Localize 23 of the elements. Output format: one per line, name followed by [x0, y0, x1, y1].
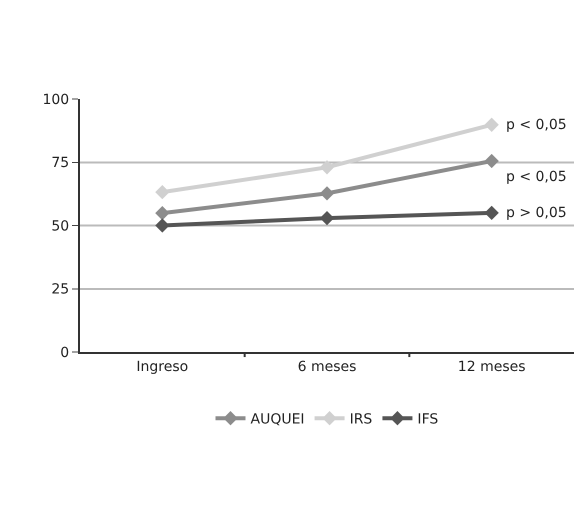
point [155, 184, 170, 200]
x-tick-label: 12 meses [458, 358, 526, 375]
point [155, 206, 170, 220]
point [320, 160, 334, 174]
x-tick-label: Ingreso [136, 358, 188, 375]
annotation: p > 0,05 [506, 205, 567, 221]
point [484, 154, 499, 168]
y-tick-label: 25 [51, 282, 70, 298]
legend-label: IRS [350, 412, 372, 428]
y-tick-label: 100 [42, 92, 70, 108]
x-tick-label: 6 meses [298, 358, 356, 375]
y-tick-label: 50 [51, 218, 70, 234]
point [320, 211, 334, 226]
point [484, 118, 499, 132]
legend-label: AUQUEI [250, 412, 305, 428]
legend-label: IFS [417, 412, 438, 428]
point [320, 186, 334, 201]
annotation: p < 0,05 [506, 169, 567, 185]
annotation: p < 0,05 [506, 117, 567, 133]
point [155, 218, 170, 233]
y-tick-label: 75 [51, 155, 70, 172]
point [484, 206, 499, 220]
y-tick-label: 0 [60, 344, 70, 361]
